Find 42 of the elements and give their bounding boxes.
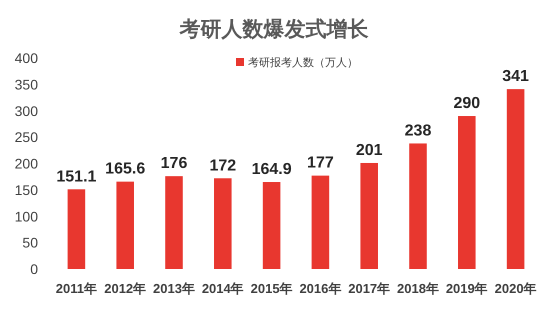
y-tick-label: 350 <box>14 76 38 92</box>
bar <box>360 162 378 269</box>
data-label: 238 <box>404 122 432 140</box>
chart-title: 考研人数爆发式增长 <box>178 18 370 41</box>
data-label: 177 <box>307 154 334 172</box>
data-label: 201 <box>356 142 383 159</box>
data-label: 164.9 <box>252 161 292 178</box>
legend: 考研报考人数（万人） <box>236 57 358 69</box>
bar <box>458 116 476 269</box>
bar <box>165 176 183 269</box>
y-tick-label: 150 <box>14 182 38 198</box>
y-tick-label: 250 <box>14 129 38 146</box>
x-tick-label: 2014年 <box>202 281 244 296</box>
bar <box>214 178 232 269</box>
data-label: 165.6 <box>105 160 146 178</box>
data-label: 290 <box>453 95 480 112</box>
x-tick-label: 2013年 <box>153 281 195 296</box>
bar <box>312 176 330 269</box>
y-tick-label: 50 <box>22 234 38 251</box>
y-tick-label: 100 <box>14 208 38 224</box>
x-tick-label: 2018年 <box>397 281 439 296</box>
bar <box>116 182 134 269</box>
y-tick-label: 200 <box>14 156 38 172</box>
x-tick-label: 2011年 <box>56 281 97 296</box>
bar <box>262 182 280 269</box>
data-label: 151.1 <box>56 168 97 186</box>
y-tick-label: 400 <box>14 50 38 66</box>
data-label: 176 <box>160 155 188 172</box>
bar <box>68 189 86 269</box>
x-tick-label: 2016年 <box>299 281 342 296</box>
y-tick-label: 0 <box>30 261 38 277</box>
y-tick-label: 300 <box>14 102 38 119</box>
x-tick-label: 2017年 <box>348 281 390 296</box>
x-tick-label: 2012年 <box>104 281 146 296</box>
data-label: 341 <box>502 68 530 86</box>
bar <box>409 143 427 269</box>
x-tick-label: 2019年 <box>446 281 488 296</box>
x-tick-label: 2020年 <box>494 281 537 296</box>
data-label: 172 <box>209 157 236 174</box>
legend-label: 考研报考人数（万人） <box>248 56 358 69</box>
bar <box>506 89 524 269</box>
x-tick-label: 2015年 <box>250 281 293 296</box>
